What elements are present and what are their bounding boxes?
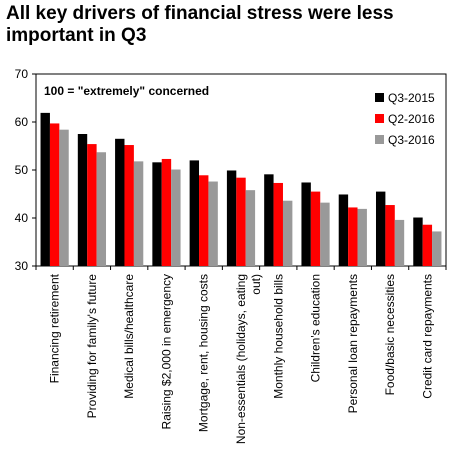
bar-q3-2015-1 <box>40 112 50 266</box>
x-category-label: Financing retirement <box>48 273 62 383</box>
bar-q3-2015-10 <box>375 191 386 266</box>
legend-swatch <box>375 93 384 102</box>
bar-q2-2016-11 <box>422 224 433 266</box>
y-tick-label: 70 <box>15 67 29 81</box>
bar-q2-2016-6 <box>236 177 246 266</box>
legend-label: Q3-2015 <box>388 91 435 105</box>
bars-group <box>40 112 442 266</box>
bar-q2-2016-9 <box>348 207 358 266</box>
bar-q3-2015-11 <box>413 217 423 266</box>
bar-q3-2016-3 <box>133 161 144 266</box>
bar-q2-2016-5 <box>199 175 209 266</box>
bar-q3-2016-2 <box>96 152 107 266</box>
legend-label: Q3-2016 <box>388 133 435 147</box>
bar-q3-2016-6 <box>245 190 256 266</box>
y-axis: 30 40 50 60 70 <box>15 67 36 273</box>
chart-title: All key drivers of financial stress were… <box>6 3 394 46</box>
bar-q2-2016-1 <box>49 123 60 266</box>
x-category-label: Providing for family's future <box>85 274 99 419</box>
bar-q2-2016-4 <box>161 158 172 266</box>
legend: Q3-2015 Q2-2016 Q3-2016 <box>375 91 435 147</box>
y-tick-label: 50 <box>15 163 29 177</box>
bar-q2-2016-2 <box>87 144 97 266</box>
bar-q3-2016-4 <box>171 169 181 266</box>
bar-q3-2015-2 <box>77 134 88 266</box>
x-category-label: Children's education <box>309 274 323 382</box>
x-category-label: Medical bills/healthcare <box>122 274 136 399</box>
x-category-label: Credit card repayments <box>420 274 434 399</box>
chart-annotation: 100 = "extremely" concerned <box>44 84 209 98</box>
y-tick-label: 30 <box>15 259 29 273</box>
bar-q3-2016-8 <box>320 202 330 266</box>
y-tick-label: 60 <box>15 115 29 129</box>
bar-q3-2015-9 <box>338 194 349 266</box>
bar-q3-2016-5 <box>208 181 218 266</box>
bar-q2-2016-3 <box>124 145 134 266</box>
bar-q3-2016-10 <box>394 219 405 266</box>
bar-q3-2016-11 <box>432 231 442 266</box>
bar-q3-2015-6 <box>226 170 237 266</box>
y-tick-label: 40 <box>15 211 29 225</box>
bar-q2-2016-8 <box>310 191 321 266</box>
legend-swatch <box>375 114 384 123</box>
x-category-label: Mortgage, rent, housing costs <box>197 274 211 432</box>
x-category-label: Raising $2,000 in emergency <box>159 274 173 429</box>
bar-q2-2016-10 <box>385 205 395 266</box>
legend-label: Q2-2016 <box>388 112 435 126</box>
x-category-label: Non-essentials (holidays, eatingout) <box>234 274 263 444</box>
bar-q3-2015-7 <box>264 174 274 266</box>
legend-swatch <box>375 135 384 144</box>
bar-q3-2015-4 <box>152 162 162 266</box>
x-axis: Financing retirement Providing for family… <box>35 266 447 444</box>
x-category-label: Personal loan repayments <box>346 274 360 413</box>
bar-q3-2015-3 <box>115 138 125 266</box>
bar-q3-2015-8 <box>301 182 311 266</box>
x-category-label: Food/basic necessities <box>383 274 397 395</box>
bar-q3-2015-5 <box>189 160 200 266</box>
bar-q3-2016-7 <box>282 200 293 266</box>
bar-q3-2016-1 <box>59 129 69 266</box>
bar-q3-2016-9 <box>357 208 367 266</box>
x-category-label: Monthly household bills <box>271 274 285 399</box>
bar-q2-2016-7 <box>273 182 283 266</box>
